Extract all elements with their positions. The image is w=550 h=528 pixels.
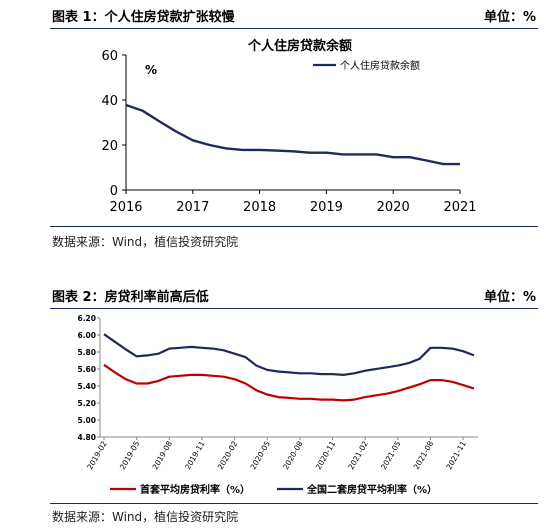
chart2-axes [97,317,478,440]
chart1-ylabel: % [145,63,157,77]
chart2-y-tick-label: 5.00 [77,416,96,425]
chart2-x-tick-label: 2019-11 [183,439,207,471]
chart2-x-tick-label: 2020-08 [281,439,305,471]
chart2-y-tick-labels: 4.80 5.00 5.20 5.40 5.60 5.80 6.00 6.20 [77,314,96,442]
chart2-y-tick-label: 5.40 [77,382,96,391]
chart2-x-tick-label: 2021-02 [346,439,370,471]
chart2-y-tick-label: 5.60 [77,365,96,374]
figure1-caption: 图表 1：个人住房贷款扩张较慢 [52,10,235,25]
figure1-bottom-rule [50,226,538,227]
chart2-y-tick-label: 5.20 [77,399,96,408]
chart2-x-tick-label: 2019-05 [118,439,142,471]
chart1-series-line [125,103,460,166]
chart2-x-tick-label: 2020-11 [314,439,338,471]
chart1-series [125,103,460,166]
chart2-legend-label-first: 首套平均房贷利率（%） [140,483,250,496]
chart2-y-tick-label: 4.80 [77,433,96,442]
chart1-legend: 个人住房贷款余额 [313,59,420,72]
chart1-y-tick-label: 0 [110,184,118,199]
chart1-y-tick-label: 20 [101,139,118,154]
figure1-unit: 单位：% [483,10,536,25]
chart2-y-tick-label: 5.80 [77,348,96,357]
figure2-top-rule [50,308,538,309]
chart2-legend: 首套平均房贷利率（%） 全国二套房贷平均利率（%） [110,483,437,496]
chart1-x-tick-labels: 2016 2017 2018 2019 2020 2021 [109,200,476,215]
chart1-y-tick-labels: 0 20 40 60 [101,49,118,199]
chart2-legend-label-second: 全国二套房贷平均利率（%） [306,483,437,496]
figure1-top-rule [50,28,538,29]
chart1-y-tick-label: 40 [101,94,118,109]
chart1-y-tick-label: 60 [101,49,118,64]
figure2-source: 数据来源：Wind，植信投资研究院 [52,510,239,524]
chart1-axes [122,54,461,194]
chart1-title: 个人住房贷款余额 [247,38,352,54]
chart1-x-tick-label: 2021 [443,200,476,215]
chart1-x-tick-label: 2018 [243,200,276,215]
chart2-series-first-home-rate [103,363,475,402]
chart2-x-tick-label: 2020-05 [249,439,273,471]
chart2-x-tick-label: 2021-08 [412,439,436,471]
chart1-x-tick-label: 2020 [377,200,410,215]
chart2-y-tick-label: 6.00 [77,331,96,340]
chart2-x-tick-label: 2020-02 [216,439,240,471]
chart2-x-tick-label: 2019-02 [85,439,109,471]
chart2-x-tick-label: 2019-08 [151,439,175,471]
chart2-x-tick-label: 2021-11 [444,439,468,471]
figure2-bottom-rule [50,503,538,504]
chart2-y-tick-label: 6.20 [77,314,96,323]
chart1-x-tick-label: 2016 [109,200,142,215]
chart2-x-tick-label: 2021-05 [379,439,403,471]
chart2-x-tick-labels: 2019-02 2019-05 2019-08 2019-11 2020-02 2020-… [85,439,468,471]
figure2-caption: 图表 2：房贷利率前高后低 [52,290,209,305]
chart1-x-tick-label: 2017 [176,200,209,215]
figure2-unit: 单位：% [483,290,536,305]
chart1-x-tick-label: 2019 [310,200,343,215]
chart1-legend-label: 个人住房贷款余额 [340,59,420,72]
figure1-source: 数据来源：Wind，植信投资研究院 [52,235,239,249]
chart2-series [103,333,475,402]
chart2-series-second-home-rate [103,333,475,376]
